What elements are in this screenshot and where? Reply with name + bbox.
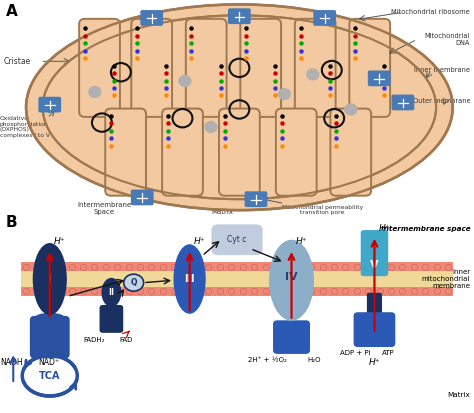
Text: Intermembrane
Space: Intermembrane Space	[77, 202, 131, 216]
FancyBboxPatch shape	[313, 10, 336, 26]
Text: TCA: TCA	[39, 371, 61, 381]
FancyBboxPatch shape	[295, 19, 336, 117]
Text: Cristae: Cristae	[4, 57, 31, 66]
Circle shape	[124, 274, 144, 291]
Circle shape	[178, 75, 191, 87]
Text: V: V	[370, 260, 379, 270]
Text: Inner
mitochondrial
membrane: Inner mitochondrial membrane	[422, 269, 470, 290]
FancyBboxPatch shape	[361, 230, 388, 276]
Text: ADP + Pi: ADP + Pi	[340, 350, 371, 356]
Text: H⁺: H⁺	[54, 237, 65, 246]
Ellipse shape	[33, 243, 67, 315]
Text: Outer membrane: Outer membrane	[412, 98, 470, 104]
Ellipse shape	[26, 5, 453, 210]
Ellipse shape	[101, 278, 121, 307]
FancyBboxPatch shape	[38, 97, 61, 112]
FancyBboxPatch shape	[105, 109, 146, 196]
Text: Cyt c: Cyt c	[228, 235, 246, 244]
Text: H⁺: H⁺	[378, 224, 390, 233]
Text: Q: Q	[130, 278, 137, 287]
FancyBboxPatch shape	[273, 320, 310, 354]
FancyBboxPatch shape	[131, 190, 154, 205]
Circle shape	[306, 68, 319, 81]
Text: IV: IV	[285, 273, 298, 282]
Text: Inner membrane: Inner membrane	[414, 67, 470, 73]
FancyBboxPatch shape	[368, 71, 391, 86]
Text: NAD⁺: NAD⁺	[38, 358, 59, 367]
Text: B: B	[6, 216, 18, 230]
Circle shape	[88, 86, 101, 98]
FancyBboxPatch shape	[186, 19, 227, 117]
Text: A: A	[6, 5, 18, 19]
FancyBboxPatch shape	[330, 109, 371, 196]
Text: H₂O: H₂O	[307, 357, 320, 363]
FancyBboxPatch shape	[131, 19, 172, 117]
FancyBboxPatch shape	[349, 19, 390, 117]
Text: II: II	[109, 288, 114, 297]
FancyBboxPatch shape	[79, 19, 120, 117]
Text: 2H⁺ + ½O₂: 2H⁺ + ½O₂	[248, 357, 287, 363]
Text: III: III	[184, 274, 195, 284]
Text: ATP: ATP	[383, 350, 395, 356]
Text: Mitochondrial ribosome: Mitochondrial ribosome	[392, 9, 470, 15]
FancyBboxPatch shape	[219, 109, 260, 196]
FancyBboxPatch shape	[140, 10, 163, 26]
Text: FAD: FAD	[119, 337, 132, 343]
FancyBboxPatch shape	[276, 109, 317, 196]
Bar	[21, 287, 453, 296]
FancyBboxPatch shape	[162, 109, 203, 196]
Bar	[21, 262, 453, 271]
Text: Mitochondrial
DNA: Mitochondrial DNA	[425, 33, 470, 46]
FancyBboxPatch shape	[211, 224, 263, 255]
Ellipse shape	[173, 244, 206, 314]
Text: H⁺: H⁺	[193, 237, 205, 246]
FancyBboxPatch shape	[367, 293, 382, 318]
FancyBboxPatch shape	[100, 305, 123, 333]
Text: H⁺: H⁺	[369, 358, 380, 367]
Ellipse shape	[35, 313, 65, 323]
FancyBboxPatch shape	[30, 316, 70, 358]
Bar	[21, 271, 453, 287]
FancyBboxPatch shape	[354, 312, 395, 347]
Ellipse shape	[269, 240, 314, 321]
Ellipse shape	[43, 15, 436, 199]
FancyBboxPatch shape	[245, 191, 267, 207]
Circle shape	[204, 121, 218, 133]
FancyBboxPatch shape	[392, 95, 414, 110]
Text: Mitochondrial permeability
transition pore: Mitochondrial permeability transition po…	[282, 204, 363, 216]
Text: Matrix: Matrix	[212, 209, 234, 216]
Text: Intermembrane space: Intermembrane space	[381, 226, 470, 232]
Circle shape	[344, 103, 357, 116]
Text: FADH₂: FADH₂	[83, 337, 105, 343]
Text: H⁺: H⁺	[295, 237, 307, 246]
Text: Matrix: Matrix	[447, 392, 470, 398]
FancyBboxPatch shape	[228, 8, 251, 24]
FancyBboxPatch shape	[240, 19, 281, 117]
Text: I: I	[48, 274, 52, 284]
Text: Oxidative
phosphorylation
(OXPHOS)
complexes I to V: Oxidative phosphorylation (OXPHOS) compl…	[0, 116, 50, 138]
Text: NADH: NADH	[0, 358, 23, 367]
Circle shape	[278, 88, 291, 100]
